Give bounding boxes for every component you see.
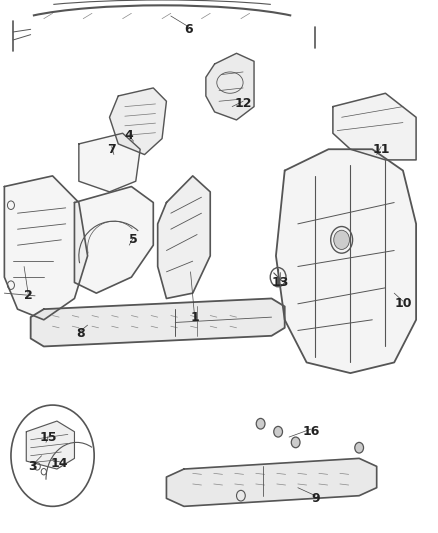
Text: 2: 2 xyxy=(24,289,33,302)
Text: 7: 7 xyxy=(107,143,116,156)
Polygon shape xyxy=(110,88,166,155)
Text: 6: 6 xyxy=(184,23,193,36)
Text: 9: 9 xyxy=(311,492,320,505)
Text: 4: 4 xyxy=(125,130,134,142)
Polygon shape xyxy=(26,421,74,469)
Text: 15: 15 xyxy=(39,431,57,443)
Text: 11: 11 xyxy=(372,143,390,156)
Circle shape xyxy=(256,418,265,429)
Text: 3: 3 xyxy=(28,460,37,473)
Text: 16: 16 xyxy=(302,425,320,438)
Circle shape xyxy=(355,442,364,453)
Polygon shape xyxy=(333,93,416,160)
Polygon shape xyxy=(74,187,153,293)
Text: 8: 8 xyxy=(77,327,85,340)
Text: 12: 12 xyxy=(234,98,252,110)
Text: 1: 1 xyxy=(191,311,199,324)
Circle shape xyxy=(334,230,350,249)
Polygon shape xyxy=(31,298,285,346)
Circle shape xyxy=(291,437,300,448)
Text: 13: 13 xyxy=(272,276,289,289)
Polygon shape xyxy=(206,53,254,120)
Circle shape xyxy=(274,426,283,437)
Polygon shape xyxy=(79,133,140,192)
Text: 14: 14 xyxy=(50,457,68,470)
Polygon shape xyxy=(276,149,416,373)
Text: 10: 10 xyxy=(394,297,412,310)
Text: 5: 5 xyxy=(129,233,138,246)
Polygon shape xyxy=(158,176,210,298)
Polygon shape xyxy=(166,458,377,506)
Polygon shape xyxy=(4,176,88,320)
